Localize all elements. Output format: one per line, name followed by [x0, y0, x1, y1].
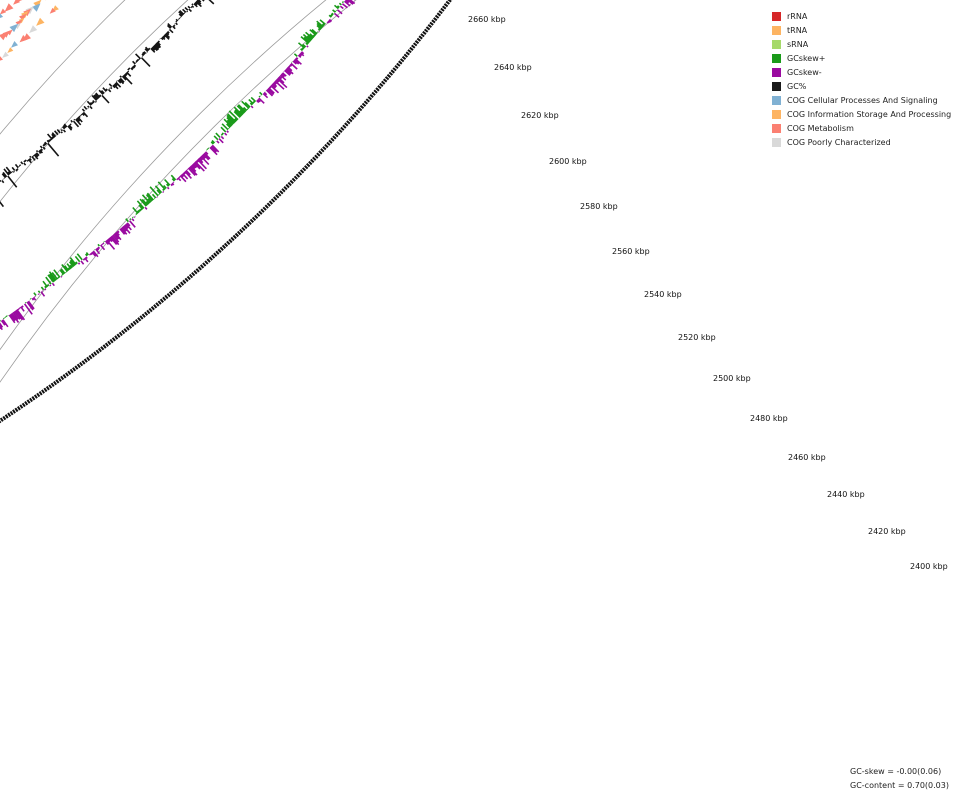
feature-marker	[9, 23, 19, 33]
gc-stats: GC-skew = -0.00(0.06) GC-content = 0.70(…	[850, 765, 949, 793]
legend: rRNA tRNA sRNA GCskew+ GCskew- GC% COG Cellula…	[772, 9, 951, 149]
gc-content-stat: GC-content = 0.70(0.03)	[850, 781, 949, 790]
legend-item: sRNA	[772, 37, 951, 51]
legend-swatch	[772, 137, 781, 147]
feature-marker	[0, 8, 7, 15]
gc-skew-negative-bars	[0, 0, 356, 331]
legend-swatch	[772, 95, 781, 105]
legend-swatch	[772, 53, 781, 63]
feature-marker	[4, 3, 14, 12]
gc-skew-track	[0, 0, 356, 331]
genome-backbone	[0, 0, 245, 152]
scale-label: 2500 kbp	[713, 374, 751, 383]
feature-marker	[11, 41, 18, 48]
scale-label: 2540 kbp	[644, 290, 682, 299]
track-circle	[0, 0, 224, 131]
legend-label: sRNA	[787, 39, 809, 49]
scale-label: 2600 kbp	[549, 157, 587, 166]
gc-skew-positive-bars	[0, 1, 344, 322]
legend-swatch	[772, 81, 781, 91]
legend-item: COG Metabolism	[772, 121, 951, 135]
track-circle	[0, 0, 126, 135]
feature-marker	[19, 13, 27, 21]
legend-item: COG Information Storage And Processing	[772, 107, 951, 121]
feature-marker	[36, 17, 45, 26]
scale-labels: 2660 kbp 2640 kbp 2620 kbp 2600 kbp 2580 kbp…	[468, 15, 948, 571]
scale-label: 2440 kbp	[827, 490, 865, 499]
inner-scale-ticks	[0, 0, 220, 126]
feature-tracks	[0, 0, 59, 61]
legend-label: GCskew+	[787, 53, 826, 63]
legend-swatch	[772, 67, 781, 77]
scale-label: 2640 kbp	[494, 63, 532, 72]
scale-label: 2580 kbp	[580, 202, 618, 211]
legend-swatch	[772, 123, 781, 133]
outer-scale-ticks	[0, 0, 453, 424]
legend-item: GC%	[772, 79, 951, 93]
track-circle	[0, 0, 357, 383]
legend-item: COG Cellular Processes And Signaling	[772, 93, 951, 107]
scale-label: 2420 kbp	[868, 527, 906, 536]
gc-skew-stat: GC-skew = -0.00(0.06)	[850, 767, 942, 776]
feature-marker	[32, 3, 41, 12]
legend-label: tRNA	[787, 25, 808, 35]
feature-marker	[13, 0, 20, 5]
feature-marker	[29, 25, 38, 34]
scale-label: 2660 kbp	[468, 15, 506, 24]
feature-marker	[7, 47, 14, 53]
legend-swatch	[772, 39, 781, 49]
feature-marker	[49, 7, 56, 14]
scale-label: 2620 kbp	[521, 111, 559, 120]
legend-label: COG Poorly Characterized	[787, 137, 891, 147]
track-circle	[0, 0, 189, 203]
feature-marker	[2, 51, 9, 58]
legend-label: GC%	[787, 81, 807, 91]
legend-label: COG Cellular Processes And Signaling	[787, 95, 938, 105]
track-circle	[0, 0, 327, 351]
scale-label: 2520 kbp	[678, 333, 716, 342]
legend-item: rRNA	[772, 9, 951, 23]
feature-marker	[0, 56, 3, 61]
track-circle	[0, 0, 291, 199]
backbone-ring	[0, 0, 245, 152]
scale-ticks	[0, 0, 453, 424]
gc-content-bars	[0, 0, 215, 208]
legend-item: GCskew+	[772, 51, 951, 65]
feature-marker	[19, 35, 28, 43]
legend-item: COG Poorly Characterized	[772, 135, 951, 149]
legend-label: GCskew-	[787, 67, 822, 77]
feature-marker	[15, 19, 23, 27]
feature-marker	[33, 0, 42, 8]
legend-swatch	[772, 11, 781, 21]
legend-label: COG Information Storage And Processing	[787, 109, 952, 119]
track-circle	[0, 0, 261, 169]
scale-label: 2480 kbp	[750, 414, 788, 423]
legend-swatch	[772, 25, 781, 35]
legend-swatch	[772, 109, 781, 119]
legend-item: tRNA	[772, 23, 951, 37]
legend-item: GCskew-	[772, 65, 951, 79]
track-circles	[0, 0, 357, 383]
scale-label: 2460 kbp	[788, 453, 826, 462]
feature-marker	[14, 23, 21, 30]
feature-marker	[0, 32, 8, 41]
scale-label: 2400 kbp	[910, 562, 948, 571]
feature-marker	[0, 13, 4, 19]
gc-content-track	[0, 0, 215, 208]
legend-label: rRNA	[787, 11, 808, 21]
backbone-highlight	[0, 0, 245, 152]
legend-label: COG Metabolism	[787, 123, 854, 133]
scale-label: 2560 kbp	[612, 247, 650, 256]
feature-marker	[6, 29, 13, 36]
